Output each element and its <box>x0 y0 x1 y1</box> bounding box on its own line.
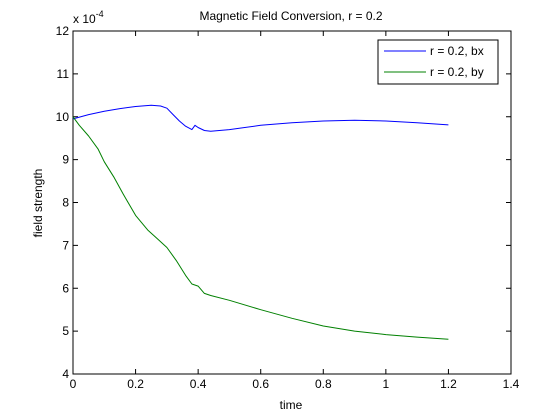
plot-area <box>72 30 512 375</box>
x-tick-label: 0.2 <box>127 377 144 391</box>
legend-label-bx: r = 0.2, bx <box>430 44 484 58</box>
x-tick-label: 1.4 <box>503 377 520 391</box>
legend: r = 0.2, bx r = 0.2, by <box>377 39 499 85</box>
y-tick-label: 4 <box>62 367 69 381</box>
y-tick-label: 7 <box>62 238 69 252</box>
legend-label-by: r = 0.2, by <box>430 65 484 79</box>
y-tick-label: 10 <box>56 110 70 124</box>
y-tick-label: 8 <box>62 196 69 210</box>
x-tick-label: 0.8 <box>315 377 332 391</box>
axis-ticks: 0 0.2 0.4 0.6 0.8 1 1.2 1.4 4 5 6 7 8 9 10 11 12 <box>56 24 520 391</box>
series-line-bx <box>72 104 449 132</box>
x-tick-label: 1.2 <box>440 377 457 391</box>
x-tick-label: 0.4 <box>190 377 207 391</box>
chart-title: Magnetic Field Conversion, r = 0.2 <box>199 9 382 23</box>
series-layer <box>72 104 449 340</box>
y-tick-label: 6 <box>62 281 69 295</box>
y-axis-label: field strength <box>31 169 45 238</box>
y-tick-label: 5 <box>62 324 69 338</box>
exponent-base: x 10 <box>73 12 96 26</box>
exponent-power: -4 <box>96 9 104 19</box>
y-tick-label: 12 <box>56 24 70 38</box>
y-tick-label: 9 <box>62 153 69 167</box>
legend-box <box>377 39 499 85</box>
x-tick-label: 1 <box>383 377 390 391</box>
y-tick-label: 11 <box>57 67 70 81</box>
x-tick-label: 0.6 <box>252 377 269 391</box>
series-line-by <box>72 116 449 340</box>
x-tick-label: 0 <box>70 377 77 391</box>
y-axis-exponent: x 10-4 <box>73 9 104 26</box>
x-axis-label: time <box>280 398 303 412</box>
